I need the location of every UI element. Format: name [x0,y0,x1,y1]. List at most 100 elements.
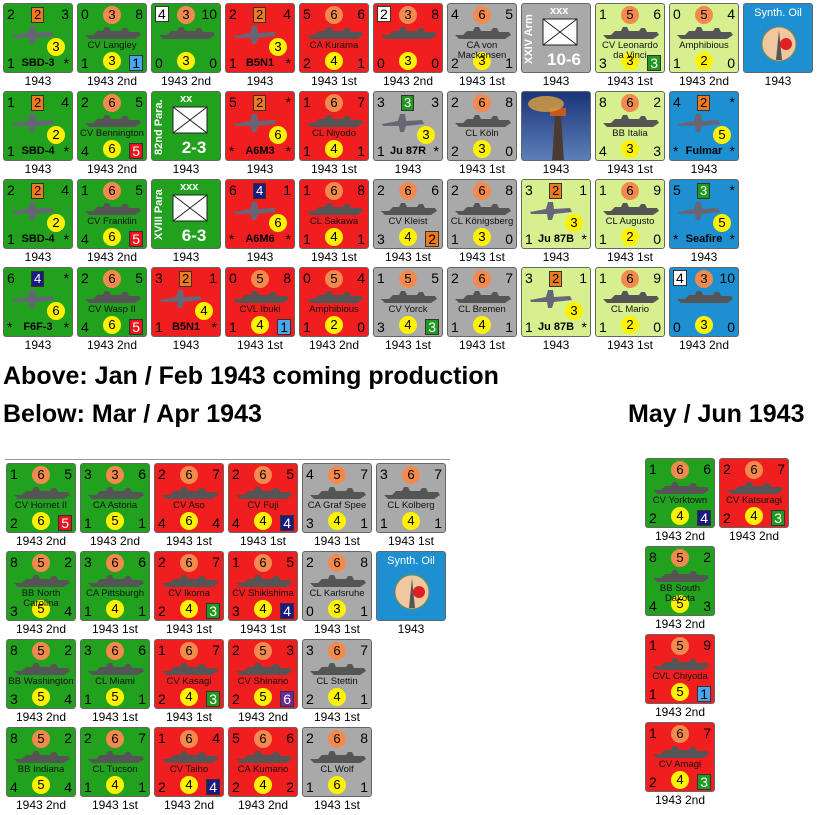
counter-value: 2 [306,691,314,707]
counter-value: 4 [673,270,687,286]
counter: 3 2 1 3 1 * Ju 87B [521,179,591,249]
counter-value: 4 [280,603,294,619]
ship-name: CL Königsberg [450,216,514,227]
icon-part [381,291,437,303]
counter-date: 1943 2nd [86,162,138,176]
counter-value: 2 [232,779,240,795]
icon-part [381,203,437,215]
counter-value: 4 [253,183,267,199]
counter-value: 4 [180,600,198,618]
icon-part [382,114,424,132]
counter-value: 3 [697,183,711,199]
counter-value: 4 [61,182,69,198]
aircraft-silhouette [234,202,276,220]
counter: 5 6 6 2 4 2 CA Kumano [228,727,298,797]
counter-value: 1 [357,55,365,71]
counter-value: 4 [64,691,72,707]
counter-value: 1 [81,55,89,71]
counter-date: 1943 2nd [654,793,706,807]
counter-value: 6 [671,461,689,479]
counter-value: 6 [325,94,343,112]
air-strength: 5 [713,126,731,144]
aircraft-silhouette [382,114,424,132]
counter-value: 3 [206,603,220,619]
counter: 0 3 8 1 3 1 CV Langley [77,3,147,73]
counter-date: 1943 1st [387,534,435,548]
counter-value: 1 [155,319,163,335]
heading: May / Jun 1943 [628,400,805,428]
ship-name: CA Kurama [309,40,359,51]
counter: 8 5 2 3 5 4 BB North Carolina [6,551,76,621]
counter-value: * [7,319,13,335]
counter-value: * [433,143,439,159]
aircraft-name: A6M3 [245,145,275,157]
counter: 1 6 5 2 6 5 CV Hornet II [6,463,76,533]
counter-value: 0 [653,319,661,335]
counter-value: 0 [505,231,513,247]
icon-part [413,586,425,598]
ship-name: CL Bremen [458,304,506,315]
counter-value: 6 [180,554,198,572]
ship-name: CL Kolberg [387,500,435,511]
counter-value: 6 [138,466,146,482]
ship-name: CV Yorktown [652,495,708,506]
counter-value: 1 [599,6,607,22]
counter: 0 5 4 1 2 0 Amphibious [299,267,369,337]
ship-name: BB Italia [612,128,648,139]
counter-value: 1 [377,143,385,159]
counter-value: 3 [177,52,195,70]
counter-value: 10 [719,270,735,286]
counter-value: 4 [158,515,166,531]
counter-value: 1 [84,691,92,707]
icon-part [88,751,144,763]
ship-silhouette [381,27,437,39]
counter-value: 2 [10,515,18,531]
counter-value: 1 [7,143,15,159]
counter-value: 1 [697,686,711,702]
counter-value: 2 [703,549,711,565]
counter-value: 2 [306,554,314,570]
ship-silhouette [236,663,292,675]
counter-value: 9 [703,637,711,653]
counter-value: 5 [399,270,417,288]
counter-value: 1 [434,515,442,531]
ship-silhouette [85,291,141,303]
ship-silhouette [653,482,709,494]
ship-silhouette [236,751,292,763]
counter-value: 0 [303,270,311,286]
counter-date: 1943 1st [458,338,506,352]
ship-silhouette [310,751,366,763]
counter: 1 5 6 3 3 3 CV Leonardo da Vinci [595,3,665,73]
icon-part [159,27,215,39]
icon-part [14,663,70,675]
counter-value: 2 [232,466,240,482]
counter-value: 4 [212,515,220,531]
counter-value: 3 [425,319,439,335]
ship-name: CL Mario [610,304,650,315]
counter-value: * [285,143,291,159]
counter-value: 1 [306,779,314,795]
counter-value: 4 [64,779,72,795]
counter-value: 3 [377,231,385,247]
ship-silhouette [603,27,659,39]
ship-silhouette [85,115,141,127]
counter-value: 3 [155,270,163,286]
oil-icon [761,26,797,62]
ship-silhouette [653,570,709,582]
counter-value: 6 [653,6,661,22]
unit-echelon: xxx [180,181,199,193]
counter-value: 5 [303,6,311,22]
counter-value: 0 [155,55,163,71]
aircraft-silhouette [12,202,54,220]
counter-value: 1 [84,603,92,619]
counter-value: 2 [621,228,639,246]
counter-value: 5 [254,688,272,706]
counter-value: 0 [81,6,89,22]
counter-value: 3 [525,182,533,198]
counter-date: 1943 2nd [654,617,706,631]
counter-value: 4 [280,515,294,531]
counter-value: 6 [357,6,365,22]
icon-part [528,96,564,112]
counter-value: 2 [451,143,459,159]
counter: 6 4 * 6 * * F6F-3 [3,267,73,337]
